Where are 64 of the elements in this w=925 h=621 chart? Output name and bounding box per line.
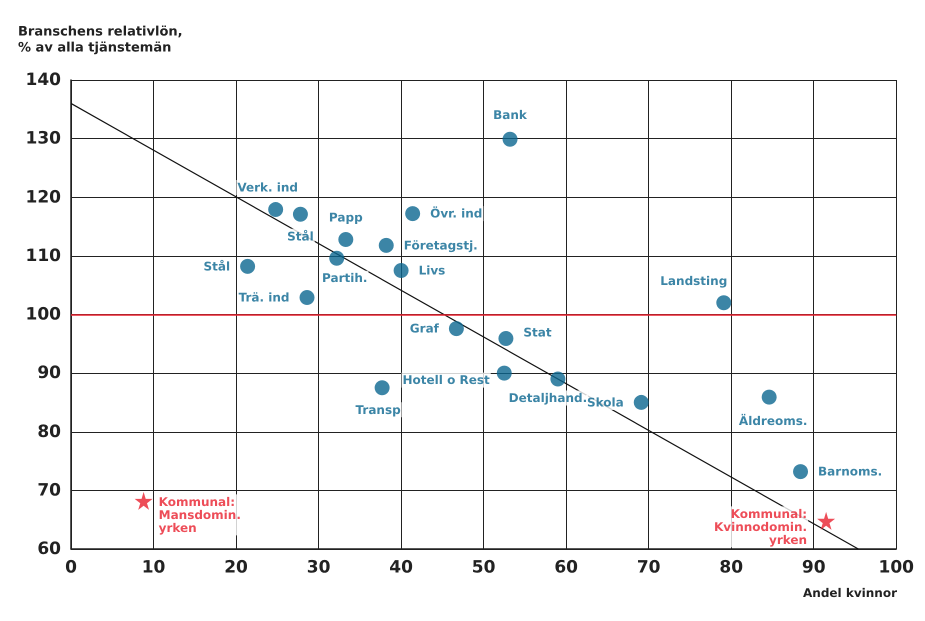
point bbox=[394, 263, 409, 278]
x-tick-label: 80 bbox=[719, 558, 744, 578]
series-label: Livs bbox=[418, 264, 446, 278]
x-tick-label: 0 bbox=[65, 558, 78, 578]
point bbox=[762, 390, 777, 405]
series-label: Kommunal: Kvinnodomin. yrken bbox=[714, 506, 808, 547]
point bbox=[378, 238, 394, 253]
x-tick-label: 100 bbox=[878, 558, 914, 578]
x-tick-label: 60 bbox=[554, 558, 578, 578]
series-label: Företagstj. bbox=[404, 238, 478, 252]
point bbox=[268, 202, 284, 218]
y-tick-label: 80 bbox=[37, 422, 62, 442]
point bbox=[498, 331, 514, 346]
series-label: Skola bbox=[586, 395, 624, 410]
x-tick-label: 90 bbox=[802, 558, 826, 578]
point bbox=[496, 366, 512, 381]
series-label: Detaljhand. bbox=[508, 390, 588, 405]
x-axis-title: Andel kvinnor bbox=[802, 586, 898, 600]
point bbox=[300, 290, 315, 305]
point bbox=[338, 232, 354, 247]
series-label: Partih. bbox=[322, 271, 368, 286]
point bbox=[405, 206, 420, 222]
y-tick-label: 70 bbox=[37, 480, 62, 500]
series-label: Övr. ind bbox=[430, 206, 482, 221]
x-tick-label: 50 bbox=[472, 558, 496, 578]
series-label: Landsting bbox=[660, 274, 728, 288]
x-tick-label: 40 bbox=[389, 558, 414, 578]
y-tick-label: 140 bbox=[26, 70, 62, 90]
series-label: Barnoms. bbox=[818, 464, 882, 479]
point bbox=[134, 492, 153, 510]
point bbox=[793, 464, 808, 480]
series-label: Äldreoms. bbox=[738, 413, 808, 428]
y-tick-label: 110 bbox=[26, 246, 62, 266]
series-label: Bank bbox=[493, 108, 528, 122]
series-label: Stat bbox=[523, 326, 552, 340]
y-tick-label: 90 bbox=[37, 363, 62, 384]
x-tick-label: 30 bbox=[306, 558, 331, 578]
series-label: Stål bbox=[287, 229, 314, 244]
y-tick-label: 130 bbox=[26, 128, 62, 149]
y-axis-title: Branschens relativlön, % av alla tjänstemän bbox=[18, 24, 183, 56]
point bbox=[716, 295, 732, 310]
series-label: Papp bbox=[328, 210, 364, 224]
series-label: Graf bbox=[410, 322, 440, 336]
x-tick-label: 10 bbox=[142, 558, 166, 578]
point bbox=[240, 258, 256, 274]
point bbox=[292, 206, 308, 222]
y-tick-label: 60 bbox=[37, 539, 62, 559]
point bbox=[502, 132, 518, 147]
series-label: Stål bbox=[204, 259, 230, 274]
series-label: Verk. ind bbox=[237, 180, 298, 195]
series-label: Hotell o Rest bbox=[402, 373, 490, 388]
point bbox=[374, 380, 390, 396]
series-label: Trä. ind bbox=[238, 290, 290, 304]
y-tick-label: 120 bbox=[26, 187, 62, 208]
point bbox=[448, 321, 464, 336]
x-tick-label: 20 bbox=[224, 558, 248, 578]
point bbox=[634, 394, 649, 410]
point bbox=[329, 250, 344, 266]
point bbox=[817, 512, 836, 530]
y-tick-label: 100 bbox=[26, 304, 62, 324]
x-tick-label: 70 bbox=[636, 558, 661, 578]
series-label: Kommunal: Mansdomin. yrken bbox=[158, 494, 241, 535]
point bbox=[550, 371, 566, 386]
series-label: Transp bbox=[356, 402, 402, 417]
